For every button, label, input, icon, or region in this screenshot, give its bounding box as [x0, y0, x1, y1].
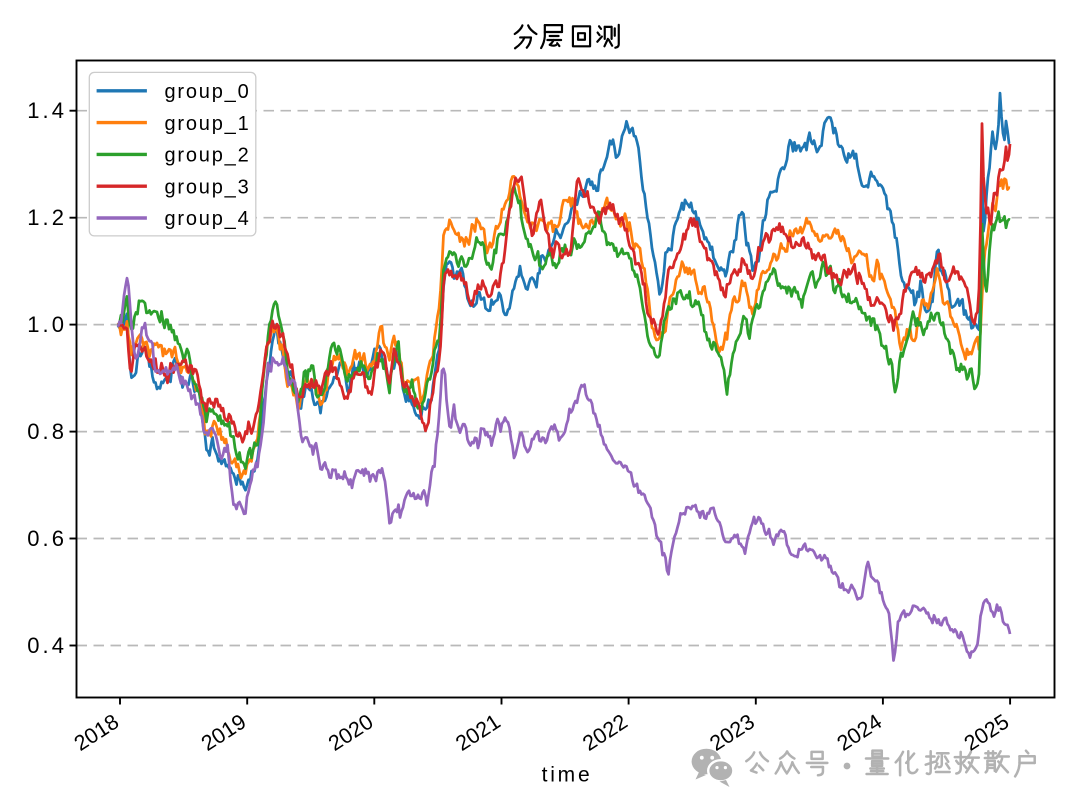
svg-text:group_1: group_1 — [165, 113, 251, 135]
svg-text:1.0: 1.0 — [27, 312, 64, 337]
svg-text:1.4: 1.4 — [27, 98, 64, 123]
svg-text:0.8: 0.8 — [27, 419, 64, 444]
svg-text:0.4: 0.4 — [27, 633, 64, 658]
svg-text:time: time — [542, 764, 593, 787]
svg-text:group_4: group_4 — [165, 208, 251, 230]
svg-text:1.2: 1.2 — [27, 205, 64, 230]
svg-text:group_2: group_2 — [165, 145, 251, 167]
svg-text:0.6: 0.6 — [27, 526, 64, 551]
svg-text:group_3: group_3 — [165, 176, 251, 198]
svg-text:group_0: group_0 — [165, 81, 251, 103]
